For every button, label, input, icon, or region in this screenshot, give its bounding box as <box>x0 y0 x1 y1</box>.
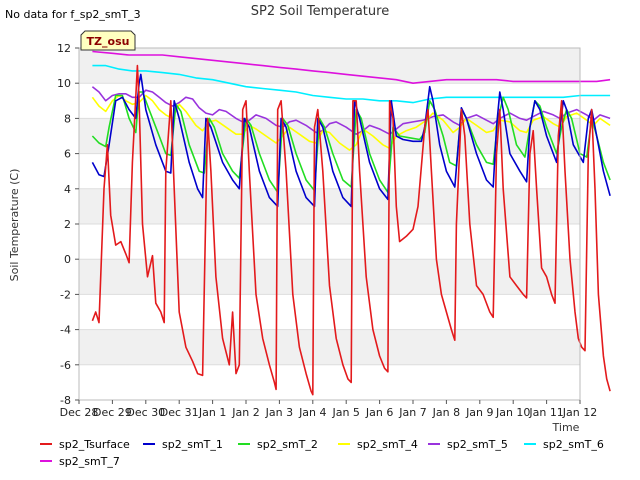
legend-label-sp2-smT-6: sp2_smT_6 <box>543 438 604 451</box>
plot-band <box>79 48 580 84</box>
x-tick-label: Jan 3 <box>265 406 293 419</box>
y-tick-label: 0 <box>64 253 71 266</box>
legend-label-sp2-smT-2: sp2_smT_2 <box>257 438 318 451</box>
series-line-sp2-smT-6 <box>92 64 611 104</box>
series-line-sp2-smT-5 <box>91 86 611 135</box>
x-axis-label: Time <box>552 421 580 434</box>
plot-band <box>79 294 580 330</box>
y-tick-label: 4 <box>64 183 71 196</box>
x-tick-label: Jan 10 <box>495 406 530 419</box>
timezone-badge-label: TZ_osu <box>87 35 130 48</box>
x-tick-label: Jan 12 <box>562 406 597 419</box>
y-tick-label: 10 <box>57 77 71 90</box>
series-line-sp2-Tsurface <box>91 64 611 396</box>
x-tick-label: Jan 2 <box>231 406 259 419</box>
x-tick-label: Jan 4 <box>298 406 326 419</box>
plot-band <box>79 329 580 365</box>
x-tick-label: Jan 7 <box>398 406 426 419</box>
y-tick-label: 6 <box>64 148 71 161</box>
chart-title: SP2 Soil Temperature <box>251 4 389 19</box>
x-tick-label: Dec 31 <box>160 406 199 419</box>
plot-band <box>79 364 580 400</box>
y-tick-label: 8 <box>64 112 71 125</box>
y-tick-label: -8 <box>60 394 71 407</box>
x-tick-label: Jan 8 <box>432 406 460 419</box>
timezone-badge: TZ_osu <box>80 30 136 51</box>
plot-band <box>79 224 580 260</box>
no-data-note: No data for f_sp2_smT_3 <box>5 8 141 21</box>
series-lines <box>91 50 611 396</box>
y-tick-label: 2 <box>64 218 71 231</box>
x-tick-label: Dec 29 <box>93 406 132 419</box>
x-tick-label: Dec 28 <box>60 406 99 419</box>
x-tick-label: Jan 1 <box>198 406 226 419</box>
legend-label-sp2-Tsurface: sp2_Tsurface <box>59 438 130 451</box>
y-tick-label: 12 <box>57 42 71 55</box>
y-axis-label: Soil Temperature (C) <box>8 169 21 282</box>
x-tick-label: Jan 5 <box>331 406 359 419</box>
y-axis-ticks: -8 -6 -4 -2 0 2 4 6 8 10 12 <box>57 42 79 407</box>
legend-label-sp2-smT-7: sp2_smT_7 <box>59 455 120 468</box>
legend-label-sp2-smT-4: sp2_smT_4 <box>357 438 418 451</box>
series-line-sp2-smT-4 <box>91 94 611 151</box>
legend-label-sp2-smT-5: sp2_smT_5 <box>447 438 508 451</box>
legend: sp2_Tsurface sp2_smT_1 sp2_smT_2 sp2_smT_4 s… <box>40 438 604 468</box>
x-tick-label: Dec 30 <box>126 406 165 419</box>
x-tick-label: Jan 9 <box>465 406 493 419</box>
series-line-sp2-smT-7 <box>92 50 611 84</box>
legend-label-sp2-smT-1: sp2_smT_1 <box>162 438 223 451</box>
x-tick-label: Jan 6 <box>365 406 393 419</box>
plot-band <box>79 188 580 224</box>
x-tick-label: Jan 11 <box>528 406 563 419</box>
y-tick-label: -4 <box>60 324 71 337</box>
timezone-badge-shape <box>80 30 136 51</box>
y-tick-label: -2 <box>60 288 71 301</box>
y-tick-label: -6 <box>60 359 71 372</box>
